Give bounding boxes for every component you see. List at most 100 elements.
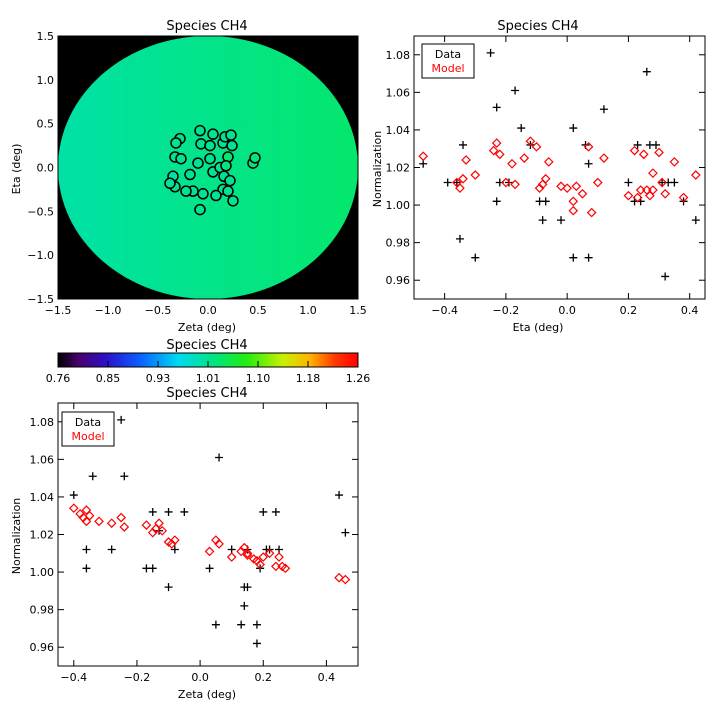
eta-data-point <box>557 216 566 225</box>
zeta-ytick-label: 0.96 <box>30 641 55 654</box>
map-detector-point <box>195 138 207 150</box>
eta-xtick-label: 0.0 <box>558 304 576 317</box>
eta-data-point <box>443 178 452 187</box>
map-detector-point <box>192 157 204 169</box>
eta-model-point <box>577 188 588 199</box>
eta-legend-box <box>421 43 475 79</box>
eta-data-point <box>538 216 547 225</box>
eta-data-point <box>624 178 633 187</box>
eta-data-point <box>517 124 526 133</box>
zeta-model-point <box>226 552 237 562</box>
map-detector-point <box>194 203 206 216</box>
colorbar-tick-label: 0.93 <box>146 372 171 385</box>
eta-ytick-label: 1.02 <box>386 162 411 175</box>
colorbar-ticks: 0.76 0.85 0.93 1.01 1.10 1.18 1.26 <box>46 361 371 385</box>
eta-frame <box>413 35 706 300</box>
colorbar-tick-label: 0.85 <box>96 372 121 385</box>
eta-model-point <box>455 183 465 194</box>
zeta-data-point <box>237 620 246 629</box>
map-ytick-label: −0.5 <box>27 205 54 218</box>
map-xtick-label: −1.0 <box>95 304 122 317</box>
eta-ytick-label: 1.08 <box>386 49 411 62</box>
map-detector-point <box>224 174 236 187</box>
zeta-data-point <box>252 639 261 648</box>
zeta-model-point <box>255 559 265 570</box>
zeta-data-point <box>148 564 157 573</box>
map-ytick-label: 0.5 <box>37 118 55 131</box>
eta-data-point <box>642 67 651 76</box>
map-xtick-label: −0.5 <box>145 304 172 317</box>
zeta-model-point <box>280 563 291 574</box>
zeta-frame <box>57 402 359 667</box>
zeta-ytick-label: 1.06 <box>30 453 55 466</box>
eta-ytick-label: 1.06 <box>386 86 411 99</box>
eta-model-point <box>583 141 594 152</box>
zeta-model-point <box>84 510 95 521</box>
eta-model-point <box>571 181 582 192</box>
eta-model-point <box>599 153 609 163</box>
zeta-data-point <box>335 491 344 500</box>
zeta-xtick-label: −0.2 <box>124 671 151 684</box>
eta-model-point <box>660 188 671 199</box>
eta-data-point <box>471 253 480 262</box>
map-ytick-label: −1.0 <box>27 249 54 262</box>
zeta-model-point <box>258 552 269 562</box>
colorbar-panel: Species CH4 0.76 0.85 0.93 1.01 1.10 1.18 1.26 <box>46 338 371 385</box>
zeta-data-point <box>252 620 261 629</box>
map-detector-point <box>249 152 261 164</box>
eta-ylabel: Normalization <box>371 131 384 207</box>
eta-model-point <box>501 177 511 188</box>
map-ytick-label: −1.5 <box>27 293 54 306</box>
zeta-title: Species CH4 <box>166 386 247 401</box>
eta-model-point <box>510 179 520 190</box>
eta-data-point <box>452 178 461 187</box>
map-xtick-label: 0.0 <box>199 304 217 317</box>
zeta-model-point <box>242 548 253 559</box>
eta-model-point <box>568 205 579 216</box>
map-detector-point <box>194 124 206 137</box>
zeta-model-point <box>147 527 158 538</box>
eta-model-point <box>556 181 566 192</box>
eta-data-point <box>492 197 501 206</box>
zeta-data-point <box>107 545 116 554</box>
zeta-data-point <box>243 583 252 592</box>
zeta-model-point <box>68 503 79 514</box>
zeta-model-point <box>236 546 247 557</box>
zeta-model-point <box>94 516 104 527</box>
zeta-ytick-label: 1.08 <box>30 416 55 429</box>
map-detector-point <box>220 159 232 172</box>
map-detector-point <box>207 128 219 140</box>
eta-model-point <box>461 155 471 165</box>
zeta-data-point <box>164 583 173 592</box>
colorbar-tick-label: 1.26 <box>346 372 371 385</box>
eta-model-point <box>488 145 499 156</box>
eta-xlabel: Eta (deg) <box>513 321 564 334</box>
zeta-data-point <box>271 507 280 516</box>
zeta-data-point <box>211 620 220 629</box>
zeta-model-point <box>204 546 215 557</box>
zeta-xlabel: Zeta (deg) <box>178 688 236 701</box>
zeta-ytick-label: 0.98 <box>30 604 55 617</box>
zeta-model-point <box>116 512 127 523</box>
zeta-data-point <box>205 564 214 573</box>
eta-data-point <box>455 234 464 243</box>
zeta-model-point <box>106 518 117 529</box>
map-detector-point <box>210 189 222 202</box>
map-title: Species CH4 <box>166 19 247 34</box>
eta-model-point <box>592 177 603 188</box>
colorbar-title: Species CH4 <box>166 338 247 353</box>
map-xlabel: Zeta (deg) <box>178 321 236 334</box>
map-detector-point <box>204 152 216 165</box>
eta-ytick-label: 1.04 <box>386 124 411 137</box>
eta-model-point <box>623 190 634 201</box>
map-panel: Species CH4 −1.5 −1.0 −0.5 0.0 0.5 1.0 1.5−1.5… <box>10 19 367 334</box>
eta-xtick-label: 0.2 <box>620 304 638 317</box>
eta-legend-model: Model <box>431 62 464 75</box>
eta-ytick-label: 1.00 <box>386 199 411 212</box>
eta-data-point <box>569 124 578 133</box>
eta-model-point <box>540 173 551 184</box>
eta-data-point <box>541 197 550 206</box>
zeta-model-point <box>214 539 224 549</box>
zeta-data-point <box>88 472 97 481</box>
